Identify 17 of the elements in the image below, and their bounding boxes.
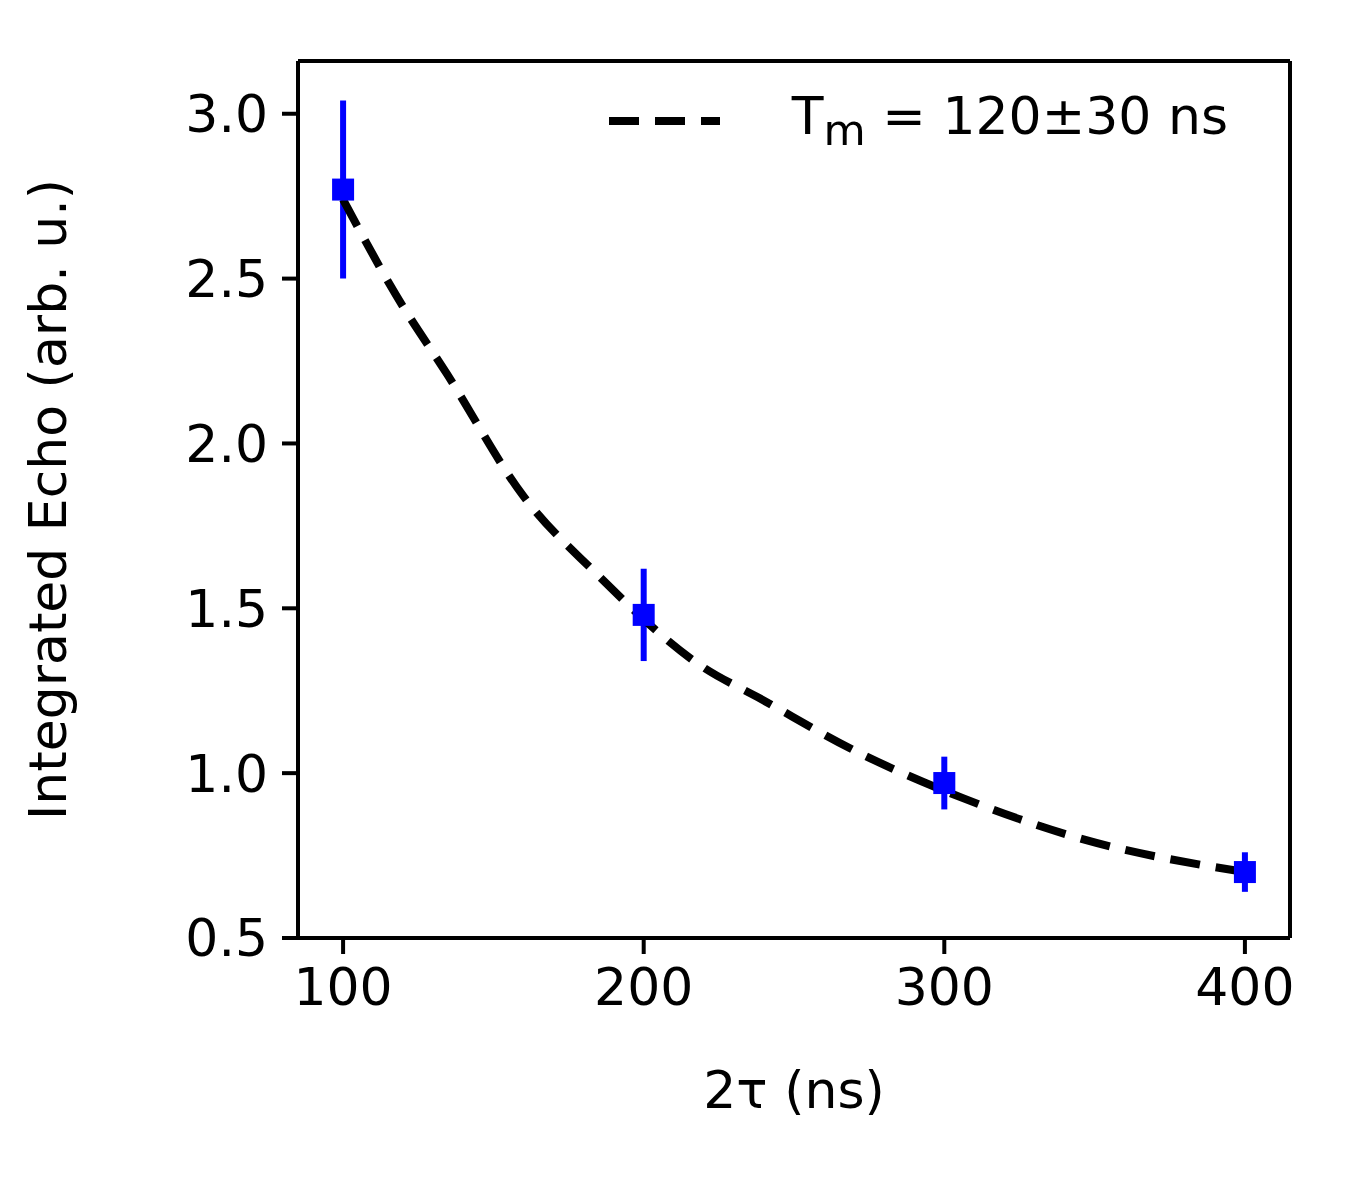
x-tick-label: 300 [894, 956, 994, 1017]
legend-label: T$_{m}$ = 120±30 ns [791, 86, 1228, 156]
x-tick-label: 100 [293, 956, 393, 1017]
x-tick-label: 400 [1195, 956, 1295, 1017]
point [632, 603, 655, 626]
point [933, 772, 956, 795]
y-tick-label: 1.0 [185, 743, 268, 804]
y-tick-label: 0.5 [185, 908, 268, 969]
x-tick-label: 200 [594, 956, 694, 1017]
y-tick-label: 2.5 [185, 249, 268, 310]
y-tick-label: 2.0 [185, 413, 268, 474]
y-axis-title: Integrated Echo (arb. u.) [18, 179, 79, 820]
y-tick-label: 3.0 [185, 84, 268, 145]
point [1233, 861, 1256, 884]
x-axis-title: 2τ (ns) [703, 1060, 885, 1120]
y-tick-label: 1.5 [185, 578, 268, 639]
point [332, 178, 355, 201]
